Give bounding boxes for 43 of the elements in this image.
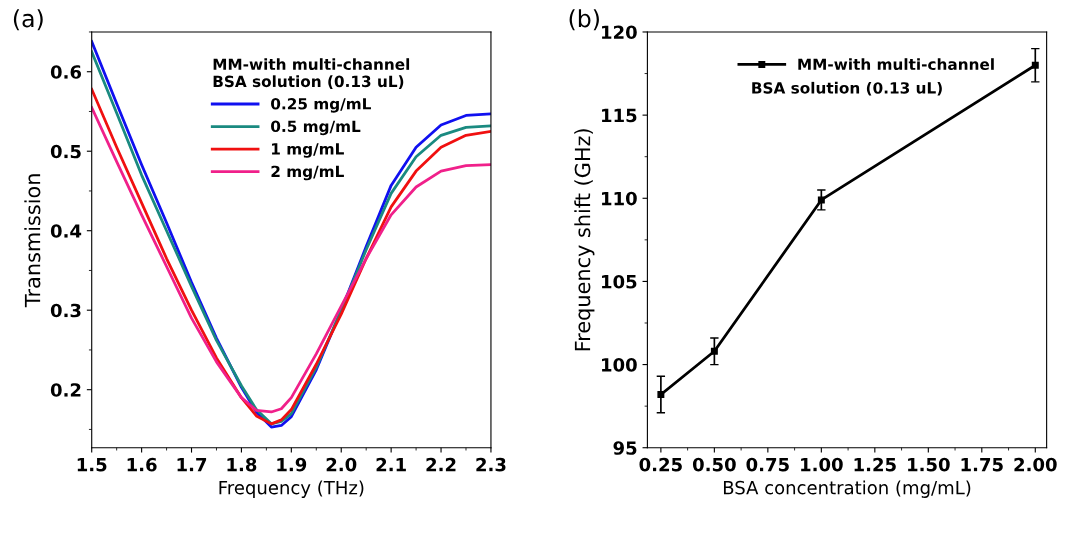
x-tick-label: 1.5	[77, 458, 107, 472]
y-tick-label: 0.4	[50, 224, 82, 238]
legend-title: MM-with multi-channel BSA solution (0.13 uL)	[213, 58, 410, 89]
x-tick-label: 1.7	[177, 458, 207, 472]
legend-label: 1 mg/mL	[272, 143, 344, 158]
x-axis-title: BSA concentration (mg/mL)	[723, 480, 971, 498]
legend-label: 0.25 mg/mL	[271, 98, 371, 113]
y-tick-label: 115	[602, 108, 637, 123]
chart-title: (b)	[569, 9, 599, 31]
legend-label: MM-with multi-channel	[798, 58, 994, 71]
y-tick-label: 100	[602, 358, 637, 372]
x-tick-label: 1.8	[227, 457, 257, 472]
x-tick-label: 0.25	[639, 457, 682, 472]
x-tick-label: 0.75	[746, 457, 789, 472]
x-tick-label: 2.2	[426, 457, 456, 472]
point	[817, 196, 825, 204]
y-tick-label: 105	[602, 274, 637, 289]
legend-label: 2 mg/mL	[271, 165, 344, 181]
x-tick-label: 0.50	[692, 457, 736, 472]
x-axis-title: Frequency (THz)	[219, 480, 364, 498]
x-tick-label: 1.50	[908, 457, 950, 472]
x-tick-label: 1.00	[801, 457, 843, 472]
x-tick-label: 1.25	[854, 457, 896, 472]
point	[710, 347, 718, 355]
x-tick-label: 1.6	[127, 457, 157, 472]
annotation: BSA solution (0.13 uL)	[752, 81, 942, 96]
y-axis-title: Frequency shift (GHz)	[574, 129, 595, 351]
y-tick-label: 0.6	[50, 65, 82, 79]
y-tick-label: 0.3	[50, 303, 81, 318]
legend-label: 0.5 mg/mL	[271, 120, 361, 136]
y-tick-label: 0.2	[50, 383, 81, 397]
y-tick-label: 120	[602, 25, 637, 40]
y-tick-label: 95	[613, 441, 637, 455]
x-tick-label: 2.1	[376, 457, 406, 472]
x-tick-label: 1.9	[277, 457, 307, 472]
x-tick-label: 2.00	[1014, 457, 1057, 472]
y-axis-title: Transmission	[24, 174, 41, 308]
chart-title: (a)	[13, 9, 43, 31]
x-tick-label: 1.75	[961, 458, 1003, 472]
x-tick-label: 2.0	[326, 457, 357, 472]
y-tick-label: 0.5	[50, 144, 81, 159]
y-tick-label: 110	[602, 191, 637, 206]
x-tick-label: 2.3	[476, 457, 506, 472]
